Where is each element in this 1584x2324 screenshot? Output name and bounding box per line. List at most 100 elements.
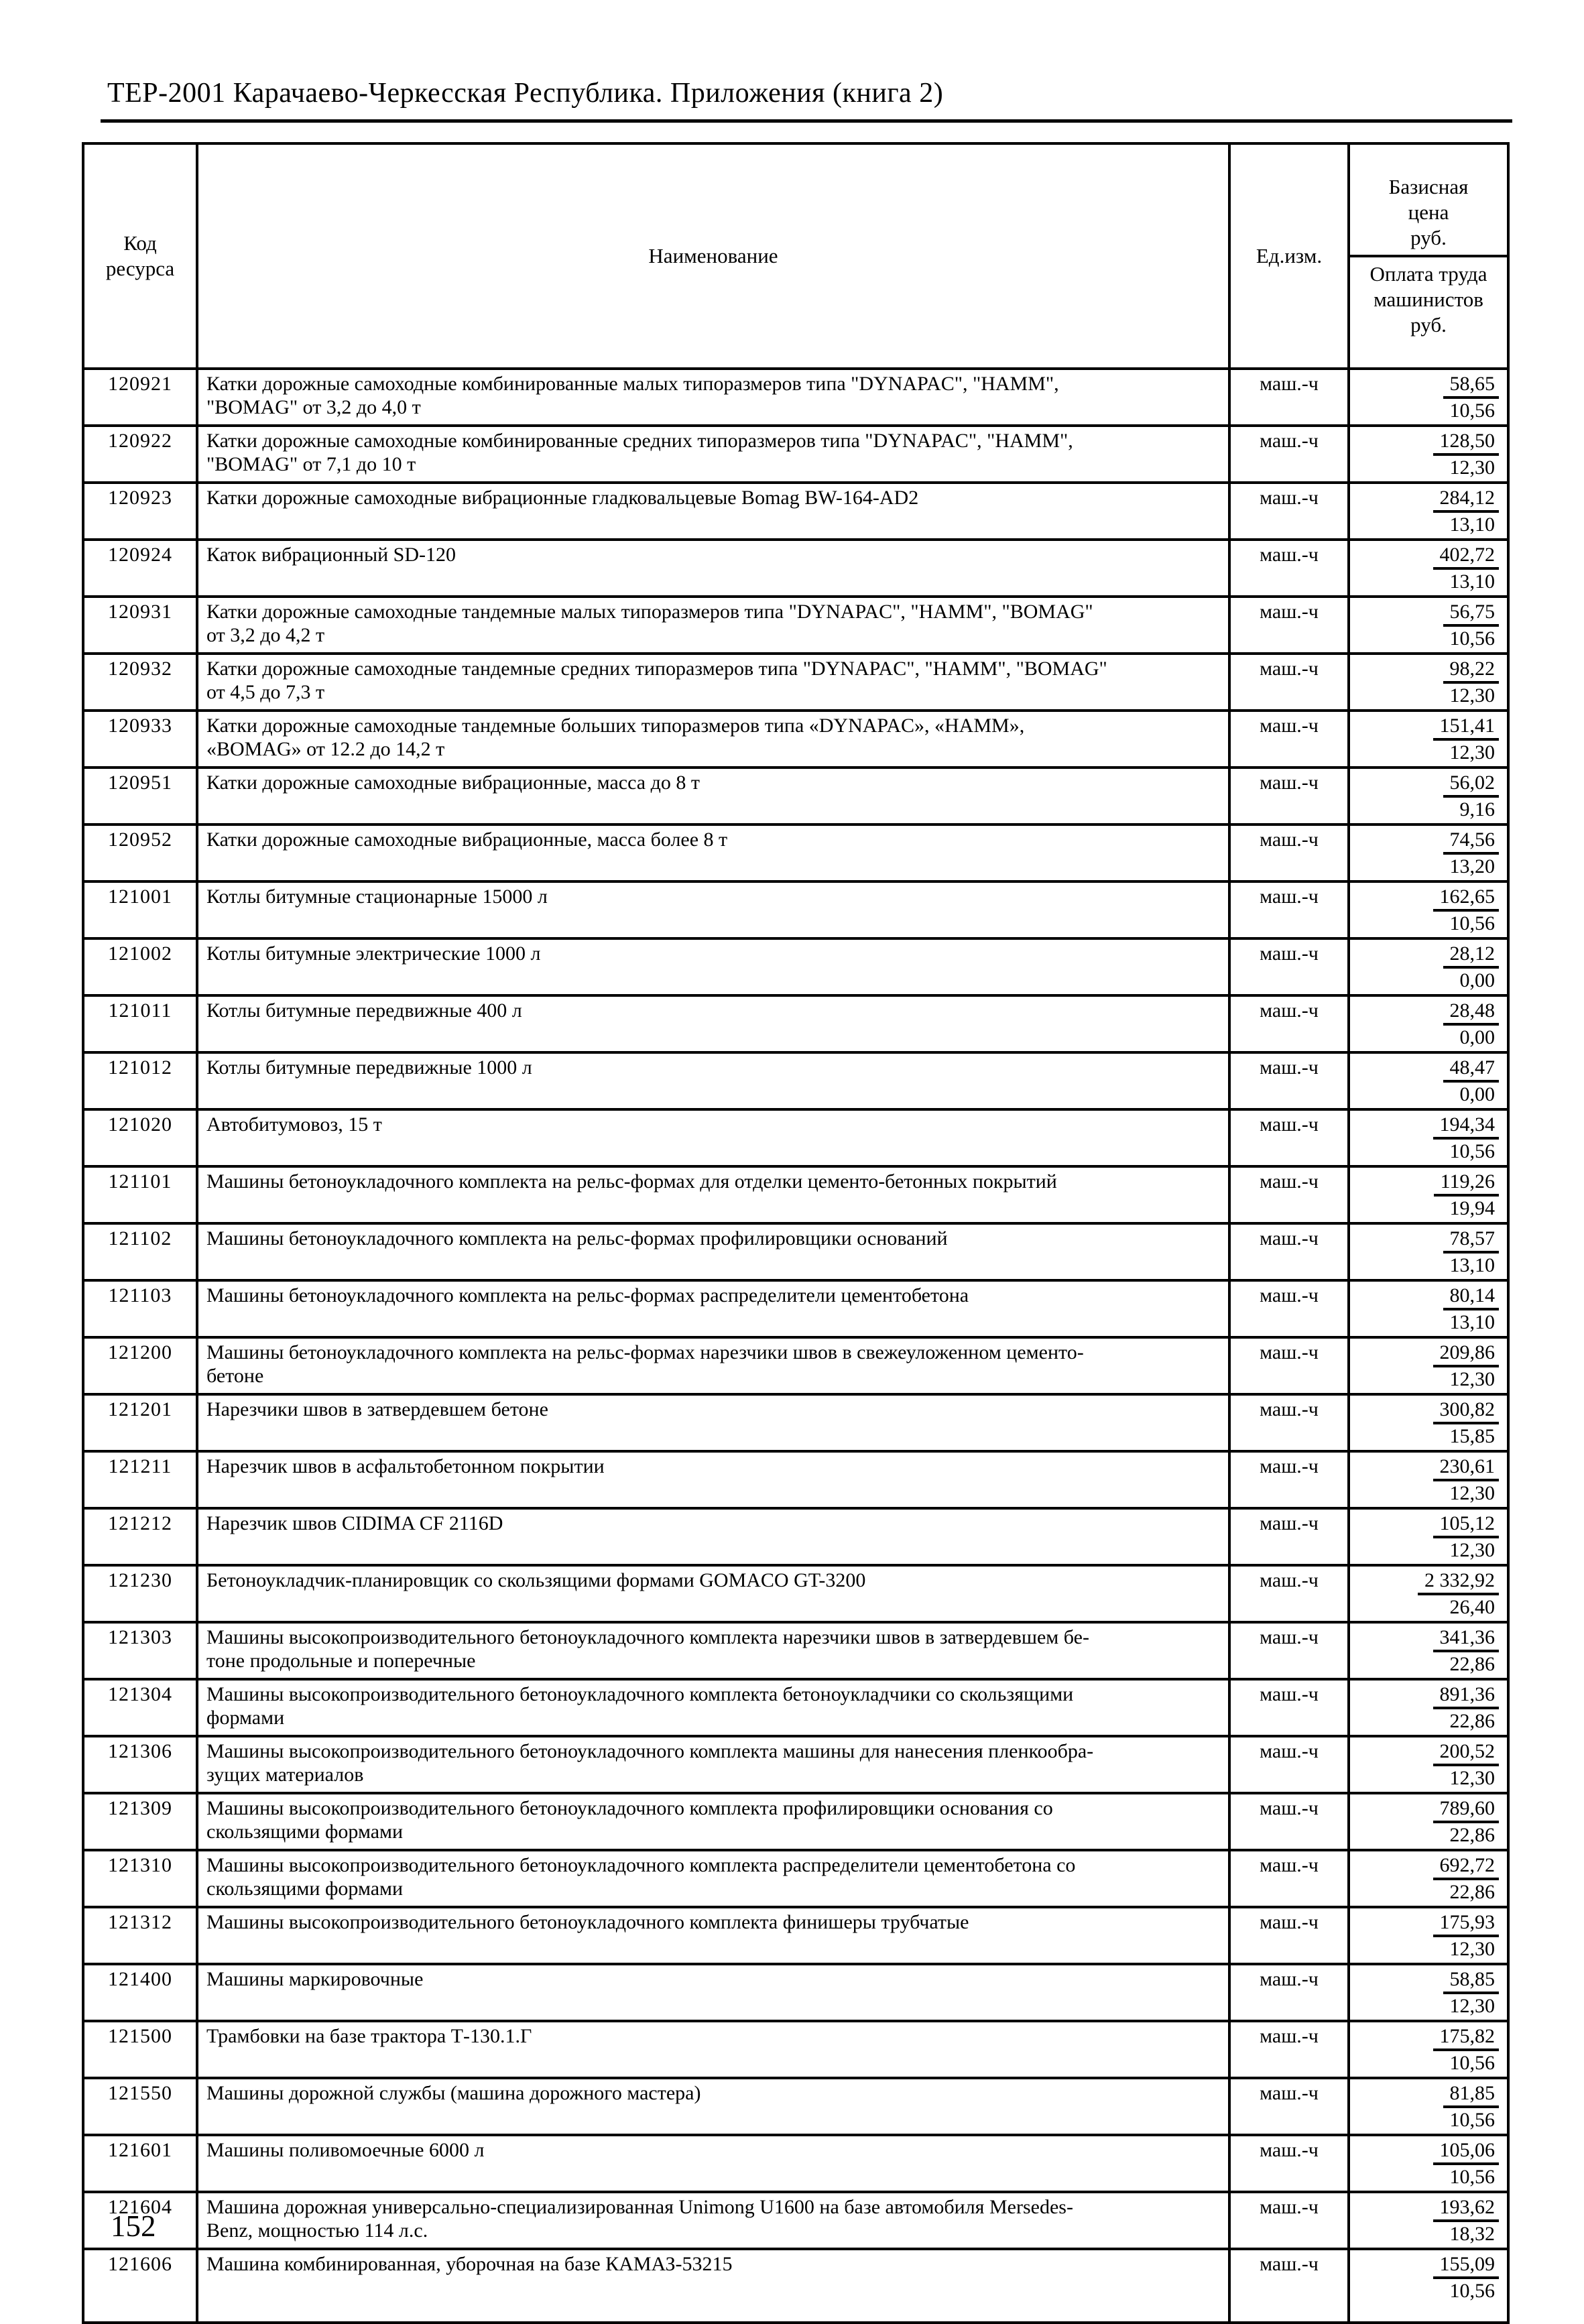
labor-price-value: 10,56 bbox=[1449, 1140, 1496, 1162]
unit-cell: маш.-ч bbox=[1228, 994, 1350, 1054]
resource-name-cell: Катки дорожные самоходные тандемные малы… bbox=[196, 595, 1231, 655]
resource-name-cell: Машины высокопроизводительного бетоноукл… bbox=[196, 1906, 1231, 1965]
labor-price-value: 13,20 bbox=[1449, 855, 1496, 877]
table-row: 121309 Машины высокопроизводительного бет… bbox=[82, 1792, 1510, 1851]
labor-price-value: 12,30 bbox=[1449, 456, 1496, 479]
labor-price-value: 9,16 bbox=[1459, 798, 1496, 820]
resource-code-cell: 121310 bbox=[82, 1849, 198, 1908]
base-price-value: 341,36 bbox=[1433, 1626, 1499, 1652]
resource-code-cell: 121102 bbox=[82, 1222, 198, 1282]
price-cell: 155,09 10,56 bbox=[1347, 2248, 1510, 2324]
labor-price-value: 12,30 bbox=[1449, 1767, 1496, 1789]
base-price-value: 105,12 bbox=[1433, 1512, 1499, 1538]
unit-cell: маш.-ч bbox=[1228, 1051, 1350, 1111]
resource-name-cell: Нарезчик швов в асфальтобетонном покрыти… bbox=[196, 1450, 1231, 1510]
labor-price-value: 13,10 bbox=[1449, 1254, 1496, 1276]
resource-name-cell: Катки дорожные самоходные вибрационные г… bbox=[196, 481, 1231, 541]
table-row: 120921 Катки дорожные самоходные комбинир… bbox=[82, 367, 1510, 427]
resource-name-cell: Машины высокопроизводительного бетоноукл… bbox=[196, 1735, 1231, 1794]
resource-code-cell: 121211 bbox=[82, 1450, 198, 1510]
labor-price-value: 0,00 bbox=[1459, 969, 1496, 991]
price-cell: 341,36 22,86 bbox=[1347, 1621, 1510, 1680]
table-row: 120932 Катки дорожные самоходные тандемны… bbox=[82, 652, 1510, 712]
unit-cell: маш.-ч bbox=[1228, 1279, 1350, 1339]
labor-price-value: 12,30 bbox=[1449, 1539, 1496, 1561]
unit-cell: маш.-ч bbox=[1228, 1906, 1350, 1965]
resource-code-cell: 121230 bbox=[82, 1564, 198, 1624]
resource-name-cell: Катки дорожные самоходные тандемные сред… bbox=[196, 652, 1231, 712]
table-row: 121011 Котлы битумные передвижные 400 л ма… bbox=[82, 994, 1510, 1054]
resource-code-cell: 121200 bbox=[82, 1336, 198, 1396]
col-header-code: Код ресурса bbox=[82, 142, 198, 370]
base-price-value: 119,26 bbox=[1433, 1170, 1499, 1197]
price-cell: 105,06 10,56 bbox=[1347, 2134, 1510, 2193]
price-cell: 81,85 10,56 bbox=[1347, 2077, 1510, 2136]
table-row: 121303 Машины высокопроизводительного бет… bbox=[82, 1621, 1510, 1680]
base-price-value: 48,47 bbox=[1443, 1056, 1499, 1083]
table-row: 121312 Машины высокопроизводительного бет… bbox=[82, 1906, 1510, 1965]
base-price-value: 56,75 bbox=[1443, 600, 1499, 627]
unit-cell: маш.-ч bbox=[1228, 595, 1350, 655]
unit-cell: маш.-ч bbox=[1228, 1165, 1350, 1225]
price-cell: 193,62 18,32 bbox=[1347, 2191, 1510, 2250]
unit-cell: маш.-ч bbox=[1228, 1108, 1350, 1168]
table-row: 120933 Катки дорожные самоходные тандемны… bbox=[82, 709, 1510, 769]
unit-cell: маш.-ч bbox=[1228, 1222, 1350, 1282]
base-price-value: 193,62 bbox=[1433, 2195, 1499, 2222]
resource-code-cell: 120933 bbox=[82, 709, 198, 769]
labor-price-value: 10,56 bbox=[1449, 627, 1496, 650]
resource-code-cell: 121011 bbox=[82, 994, 198, 1054]
base-price-value: 74,56 bbox=[1443, 828, 1499, 855]
price-header-fraction: Базисная цена руб. Оплата труда машинист… bbox=[1350, 170, 1507, 342]
base-price-value: 56,02 bbox=[1443, 771, 1499, 798]
resource-name-cell: Машины высокопроизводительного бетоноукл… bbox=[196, 1849, 1231, 1908]
price-cell: 162,65 10,56 bbox=[1347, 880, 1510, 940]
price-cell: 58,85 12,30 bbox=[1347, 1963, 1510, 2022]
resource-code-cell: 120923 bbox=[82, 481, 198, 541]
unit-cell: маш.-ч bbox=[1228, 709, 1350, 769]
price-cell: 128,50 12,30 bbox=[1347, 424, 1510, 484]
table-row: 121002 Котлы битумные электрические 1000 … bbox=[82, 937, 1510, 997]
base-price-value: 151,41 bbox=[1433, 714, 1499, 741]
resource-code-cell: 120921 bbox=[82, 367, 198, 427]
resource-code-cell: 120951 bbox=[82, 766, 198, 826]
base-price-value: 28,12 bbox=[1443, 942, 1499, 969]
price-cell: 28,12 0,00 bbox=[1347, 937, 1510, 997]
unit-cell: маш.-ч bbox=[1228, 2191, 1350, 2250]
price-cell: 194,34 10,56 bbox=[1347, 1108, 1510, 1168]
price-cell: 74,56 13,20 bbox=[1347, 823, 1510, 883]
price-cell: 209,86 12,30 bbox=[1347, 1336, 1510, 1396]
base-price-value: 230,61 bbox=[1433, 1455, 1499, 1481]
labor-price-value: 22,86 bbox=[1449, 1881, 1496, 1903]
base-price-value: 175,93 bbox=[1433, 1910, 1499, 1937]
resource-code-cell: 121101 bbox=[82, 1165, 198, 1225]
resource-code-cell: 120952 bbox=[82, 823, 198, 883]
resource-name-cell: Каток вибрационный SD-120 bbox=[196, 538, 1231, 598]
base-price-value: 78,57 bbox=[1443, 1227, 1499, 1253]
table-row: 120922 Катки дорожные самоходные комбинир… bbox=[82, 424, 1510, 484]
price-cell: 56,02 9,16 bbox=[1347, 766, 1510, 826]
resource-code-cell: 121001 bbox=[82, 880, 198, 940]
labor-price-value: 13,10 bbox=[1449, 570, 1496, 593]
table-row: 120951 Катки дорожные самоходные вибрацио… bbox=[82, 766, 1510, 826]
resource-name-cell: Машины поливомоечные 6000 л bbox=[196, 2134, 1231, 2193]
table-row: 121606 Машина комбинированная, уборочная … bbox=[82, 2248, 1510, 2324]
unit-cell: маш.-ч bbox=[1228, 937, 1350, 997]
table-row: 121550 Машины дорожной службы (машина дор… bbox=[82, 2077, 1510, 2136]
resource-code-cell: 121306 bbox=[82, 1735, 198, 1794]
price-cell: 56,75 10,56 bbox=[1347, 595, 1510, 655]
resource-name-cell: Катки дорожные самоходные тандемные боль… bbox=[196, 709, 1231, 769]
resource-code-cell: 121606 bbox=[82, 2248, 198, 2324]
table-row: 121306 Машины высокопроизводительного бет… bbox=[82, 1735, 1510, 1794]
unit-cell: маш.-ч bbox=[1228, 1450, 1350, 1510]
resource-name-cell: Машины бетоноукладочного комплекта на ре… bbox=[196, 1279, 1231, 1339]
table-row: 121103 Машины бетоноукладочного комплекта… bbox=[82, 1279, 1510, 1339]
table-row: 121102 Машины бетоноукладочного комплекта… bbox=[82, 1222, 1510, 1282]
resource-code-cell: 121212 bbox=[82, 1507, 198, 1567]
resource-table: Код ресурса Наименование Ед.изм. Базисна… bbox=[82, 142, 1510, 2324]
labor-price-value: 12,30 bbox=[1449, 1938, 1496, 1960]
price-cell: 230,61 12,30 bbox=[1347, 1450, 1510, 1510]
price-cell: 175,82 10,56 bbox=[1347, 2020, 1510, 2079]
price-cell: 200,52 12,30 bbox=[1347, 1735, 1510, 1794]
resource-name-cell: Машина дорожная универсально-специализир… bbox=[196, 2191, 1231, 2250]
